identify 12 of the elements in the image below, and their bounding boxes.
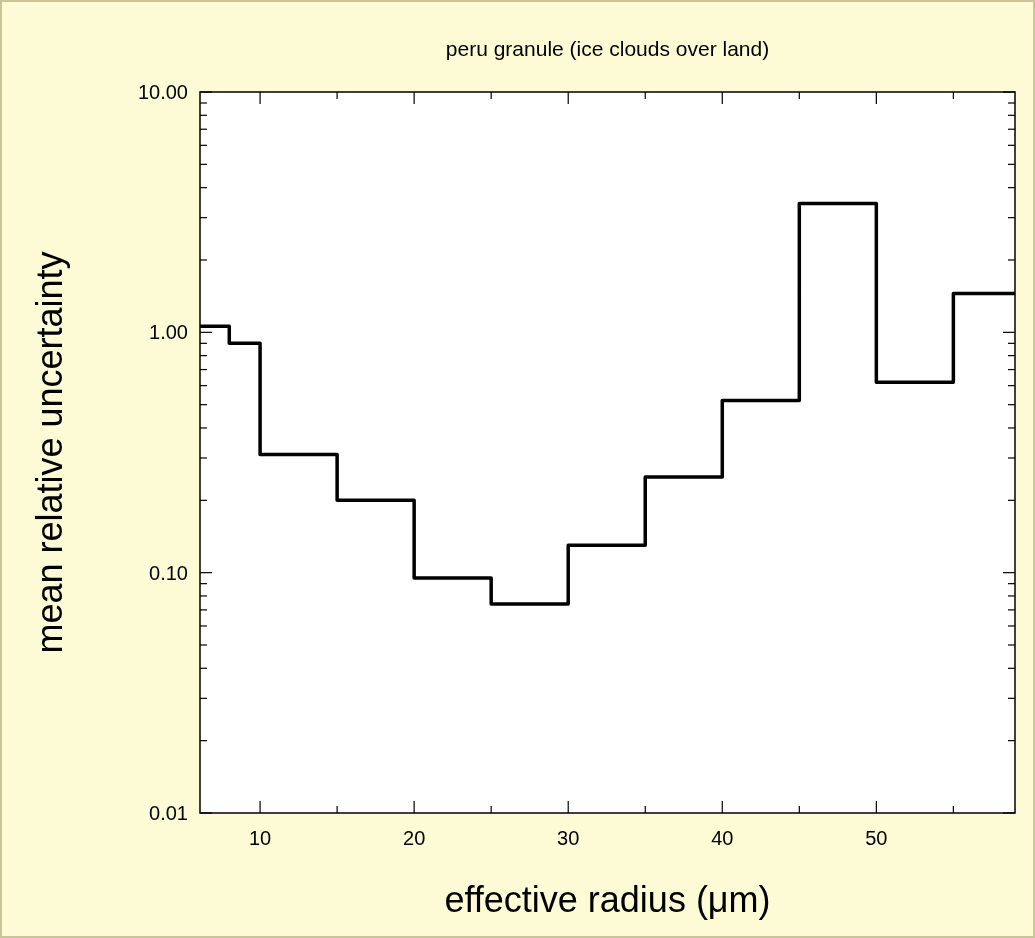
y-tick-label: 10.00 xyxy=(137,81,188,103)
x-tick-label: 10 xyxy=(248,827,272,849)
x-tick-label: 20 xyxy=(403,827,426,849)
y-tick-label: 1.00 xyxy=(149,321,188,344)
x-tick-label: 50 xyxy=(865,827,888,849)
y-axis-title: mean relative uncertainty xyxy=(29,251,70,654)
y-tick-label: 0.01 xyxy=(149,802,188,824)
y-tick-label: 0.10 xyxy=(149,561,188,584)
chart-title: peru granule (ice clouds over land) xyxy=(445,37,770,60)
x-tick-label: 40 xyxy=(711,827,734,849)
x-tick-label: 30 xyxy=(557,827,580,849)
x-axis-title: effective radius (μm) xyxy=(444,879,771,920)
